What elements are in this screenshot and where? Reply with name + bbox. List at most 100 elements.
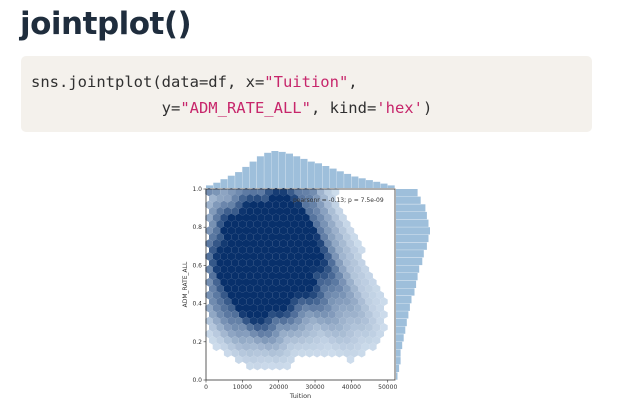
hexbin-cell (209, 310, 217, 319)
hexbin-cell (231, 284, 239, 293)
hexbin-cell (220, 187, 228, 197)
hexbin-cell (358, 245, 366, 255)
hexbin-cell (235, 290, 243, 300)
hexbin-cell (250, 226, 258, 235)
hexbin-cell (320, 336, 329, 345)
hexbin-cell (272, 303, 280, 313)
hexbin-cell (279, 355, 288, 364)
hexbin-cell (264, 252, 273, 261)
hexbin-cell (305, 310, 314, 319)
hexbin-cell (283, 336, 291, 345)
hexbin-cell (246, 361, 254, 371)
hexbin-cell (253, 219, 262, 229)
hexbin-cell (216, 310, 224, 319)
hexbin-cell (216, 232, 224, 242)
hexbin-cell (220, 239, 228, 248)
page-title: jointplot() (20, 6, 192, 42)
marginal-x-bar (271, 151, 279, 188)
marginal-x-bar (373, 181, 381, 188)
hexbin-cell (223, 284, 232, 293)
hexbin-cell (238, 245, 247, 255)
hexbin-cell (302, 239, 310, 248)
hexbin-cell (279, 329, 288, 339)
hexbin-cell (324, 290, 332, 300)
hexbin-cell (317, 316, 325, 326)
hexbin-cell (220, 278, 228, 287)
hexbin-cell (220, 329, 228, 339)
hexbin-cell (287, 303, 295, 313)
hexbin-cell (372, 323, 381, 332)
hexbin-cell (328, 336, 336, 345)
hexbin-cell (350, 336, 358, 345)
hexbin-cell (298, 207, 306, 216)
hexbin-cell (276, 310, 284, 319)
hexbin-cell (209, 258, 217, 268)
hexbin-cell (365, 284, 373, 293)
marginal-x-bar (387, 185, 395, 188)
hexbin-cell (305, 194, 314, 203)
hexbin-cell (376, 303, 384, 313)
hexbin-cell (287, 200, 295, 210)
hexbin-cell (317, 329, 325, 339)
hexbin-cell (361, 290, 370, 300)
hexbin-cell (216, 336, 224, 345)
marginal-x-bar (300, 158, 308, 188)
hexbin-cell (209, 336, 217, 345)
hexbin-cell (205, 329, 213, 339)
hexbin-cell (279, 316, 288, 326)
hexbin-cell (276, 348, 284, 358)
hexbin-cell (212, 342, 221, 352)
y-tick-label: 0.0 (192, 377, 202, 384)
hexbin-cell (261, 361, 269, 371)
hexbin-cell (305, 297, 314, 306)
marginal-x-bar (351, 176, 359, 188)
hexbin-cell (231, 297, 239, 306)
hexbin-cell (372, 310, 381, 319)
hexbin-cell (331, 239, 340, 248)
hexbin-cell (369, 342, 377, 352)
x-tick-label: 10000 (233, 384, 252, 391)
marginal-x-bar (278, 151, 286, 188)
hexbin-cell (250, 200, 258, 210)
hexbin-cell (238, 232, 247, 242)
hexbin-cell (231, 348, 239, 358)
hexbin-cell (205, 265, 213, 274)
hexbin-cell (294, 329, 303, 339)
hexbin-cell (309, 239, 317, 248)
hexbin-cell (331, 187, 340, 197)
hexbin-cell (346, 265, 355, 274)
hexbin-cell (298, 258, 306, 268)
hexbin-layer (205, 187, 388, 371)
hexbin-cell (276, 219, 284, 229)
hexbin-cell (257, 278, 265, 287)
hexbin-cell (212, 239, 221, 248)
hexbin-cell (298, 271, 306, 281)
hexbin-cell (328, 297, 336, 306)
hexbin-cell (361, 316, 370, 326)
hexbin-cell (283, 284, 291, 293)
marginal-x-bar (307, 161, 315, 188)
hexbin-cell (264, 278, 273, 287)
hexbin-cell (279, 187, 288, 197)
hexbin-cell (343, 310, 351, 319)
hexbin-cell (209, 323, 217, 332)
hexbin-cell (317, 226, 325, 235)
hexbin-cell (290, 310, 299, 319)
hexbin-cell (264, 329, 273, 339)
hexbin-cell (369, 316, 377, 326)
hexbin-cell (309, 329, 317, 339)
marginal-x-bar (286, 153, 293, 188)
hexbin-cell (287, 316, 295, 326)
hexbin-cell (339, 329, 347, 339)
hexbin-cell (235, 342, 243, 352)
hexbin-cell (328, 245, 336, 255)
hexbin-cell (328, 207, 336, 216)
code-fragment: sns.jointplot(data=df, x= (31, 73, 265, 91)
hexbin-cell (276, 361, 284, 371)
hexbin-cell (372, 336, 381, 345)
hexbin-cell (209, 194, 217, 203)
x-tick-label: 30000 (305, 384, 324, 391)
marginal-y-bar (396, 257, 423, 266)
hexbin-cell (253, 194, 262, 203)
hexbin-cell (343, 271, 351, 281)
